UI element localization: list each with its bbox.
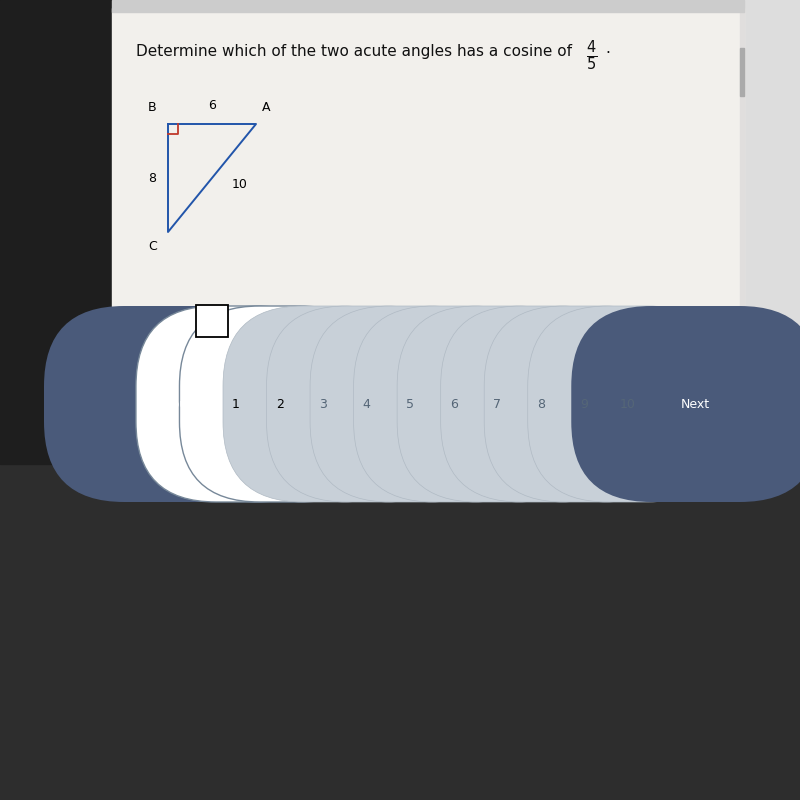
Text: Next: Next (681, 398, 710, 410)
Text: $\frac{4}{5}$: $\frac{4}{5}$ (586, 38, 597, 73)
Text: 7: 7 (494, 398, 502, 410)
Text: 5: 5 (406, 398, 414, 410)
Text: Previous: Previous (142, 398, 194, 410)
Bar (0, 464, 800, 800)
Text: 9: 9 (581, 398, 588, 410)
Bar (740, 8, 744, 464)
FancyBboxPatch shape (528, 306, 728, 502)
Text: .: . (606, 41, 610, 56)
Text: C: C (148, 240, 157, 253)
Bar (112, 8, 744, 464)
FancyBboxPatch shape (223, 306, 423, 502)
Bar (744, 0, 800, 464)
FancyBboxPatch shape (397, 306, 598, 502)
Text: Determine which of the two acute angles has a cosine of: Determine which of the two acute angles … (136, 44, 572, 59)
Text: 3: 3 (319, 398, 327, 410)
FancyBboxPatch shape (571, 306, 800, 502)
FancyBboxPatch shape (441, 306, 641, 502)
Text: 6: 6 (450, 398, 458, 410)
Text: 6: 6 (208, 99, 216, 112)
Text: 4: 4 (362, 398, 370, 410)
FancyBboxPatch shape (310, 306, 510, 502)
Text: 8: 8 (148, 172, 156, 185)
Text: 10: 10 (232, 178, 248, 190)
FancyBboxPatch shape (136, 306, 336, 502)
Text: A: A (262, 101, 271, 114)
FancyBboxPatch shape (179, 306, 380, 502)
FancyBboxPatch shape (196, 305, 228, 337)
Bar (0, 0, 112, 464)
Text: B: B (147, 101, 156, 114)
Text: 1: 1 (232, 398, 240, 410)
Bar (740, 48, 744, 96)
Text: 2: 2 (276, 398, 283, 410)
FancyBboxPatch shape (44, 306, 293, 502)
FancyBboxPatch shape (354, 306, 554, 502)
Text: 8: 8 (537, 398, 545, 410)
FancyBboxPatch shape (266, 306, 467, 502)
FancyBboxPatch shape (484, 306, 685, 502)
Text: cos: cos (140, 315, 170, 333)
Text: =: = (236, 314, 252, 334)
Text: $\frac{4}{5}$: $\frac{4}{5}$ (270, 304, 282, 339)
Bar (112, 0, 744, 12)
Text: 10: 10 (620, 398, 636, 410)
